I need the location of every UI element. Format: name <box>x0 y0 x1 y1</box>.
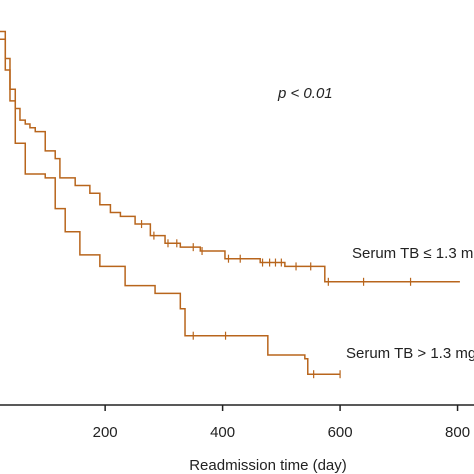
survival-curve <box>0 30 460 283</box>
series-label: Serum TB > 1.3 mg <box>346 345 474 362</box>
annotation: p < 0.01 <box>277 85 333 102</box>
x-tick-label: 200 <box>93 424 118 441</box>
x-tick-label: 800 <box>445 424 470 441</box>
x-axis-label: Readmission time (day) <box>189 457 347 474</box>
x-tick-label: 400 <box>210 424 235 441</box>
series-label: Serum TB ≤ 1.3 mg <box>352 245 474 262</box>
survival-curve <box>0 38 341 375</box>
x-tick-label: 600 <box>328 424 353 441</box>
